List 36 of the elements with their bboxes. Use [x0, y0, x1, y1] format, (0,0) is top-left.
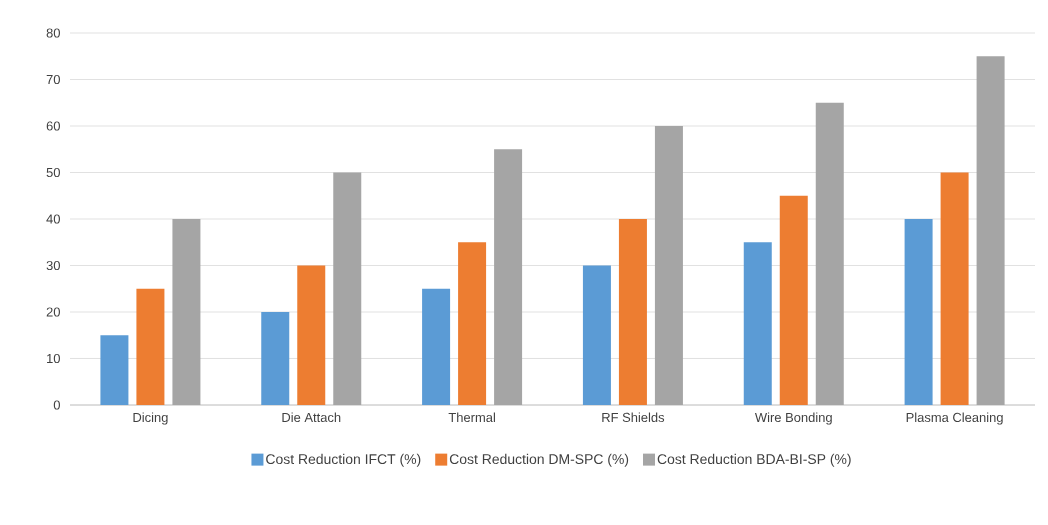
bar: [743, 242, 772, 405]
y-tick-label: 70: [46, 74, 60, 85]
bar: [940, 172, 969, 405]
legend-label: Cost Reduction DM-SPC (%): [449, 453, 629, 467]
bar: [654, 126, 683, 405]
y-tick-label: 40: [46, 214, 60, 224]
y-tick-label: 20: [46, 307, 60, 317]
legend-label: Cost Reduction BDA-BI-SP (%): [657, 453, 851, 467]
x-tick-label: Wire Bonding: [754, 412, 832, 425]
bar: [618, 219, 647, 405]
bar: [297, 265, 326, 405]
bar: [904, 219, 933, 405]
y-tick-label: 0: [53, 400, 60, 410]
bar: [976, 56, 1005, 405]
x-tick-label: Die Attach: [282, 412, 341, 423]
y-tick-label: 60: [46, 121, 60, 131]
y-tick-label: 50: [46, 167, 60, 178]
x-tick-label: Plasma Cleaning: [906, 412, 1003, 425]
x-tick-label: RF Shields: [602, 412, 665, 423]
bar: [582, 265, 611, 405]
y-tick-label: 30: [46, 260, 60, 271]
bar: [261, 312, 290, 405]
bar: [333, 172, 362, 405]
y-tick-label: 10: [47, 353, 60, 364]
bar: [494, 149, 523, 405]
bar: [458, 242, 487, 405]
x-tick-label: Dicing: [133, 412, 168, 425]
bar: [100, 335, 129, 405]
bar: [815, 102, 844, 405]
bar: [779, 195, 808, 405]
y-tick-label: 80: [46, 28, 60, 38]
legend-label: Cost Reduction IFCT (%): [266, 453, 421, 467]
bar: [136, 288, 165, 405]
x-tick-label: Thermal: [448, 412, 495, 423]
bar: [422, 288, 451, 405]
bar: [172, 219, 201, 405]
